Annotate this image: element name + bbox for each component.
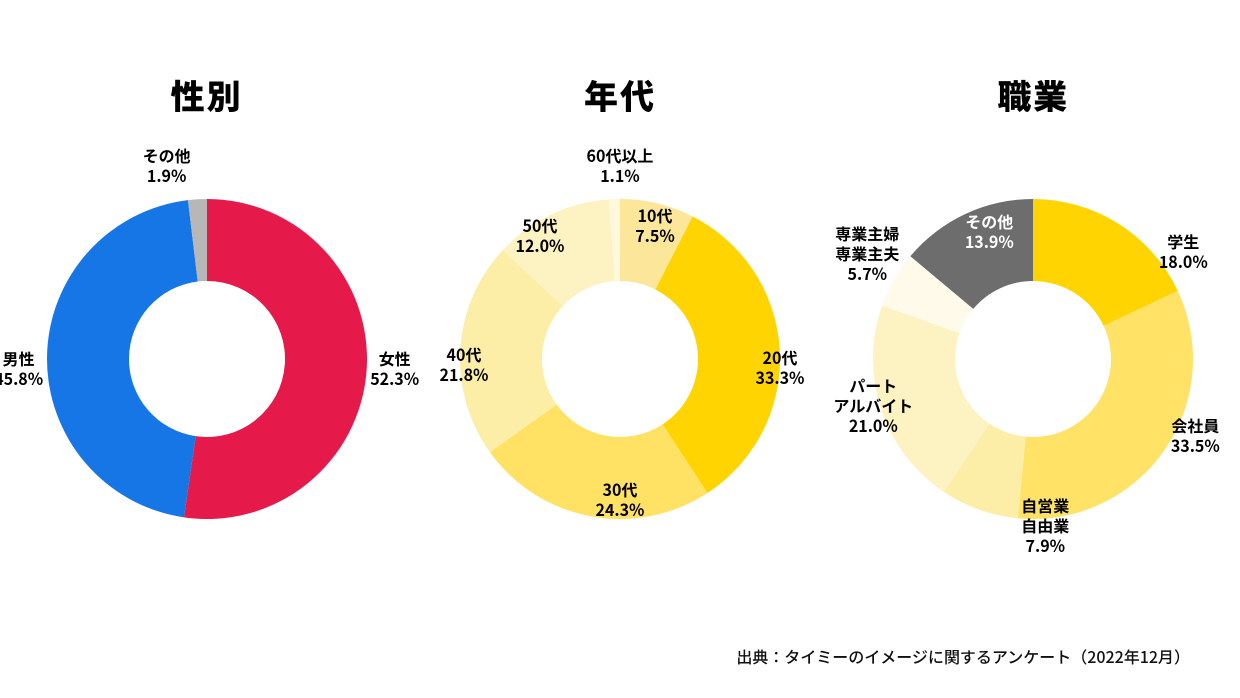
slice-label-name: 女性 — [370, 348, 419, 368]
chart-occupation: 職業 学生18.0%会社員33.5%自営業自由業7.9%パートアルバイト21.0… — [833, 70, 1233, 519]
donut-slice — [47, 200, 198, 517]
slice-label: 60代以上1.1% — [587, 145, 654, 185]
chart-title-age: 年代 — [584, 70, 656, 119]
slice-label-pct: 1.1% — [587, 165, 654, 185]
slice-label-pct: 1.9% — [143, 165, 191, 185]
slice-label-name: その他 — [143, 145, 191, 165]
donut-slice — [1018, 291, 1193, 519]
donut-occupation: 学生18.0%会社員33.5%自営業自由業7.9%パートアルバイト21.0%専業… — [873, 199, 1193, 519]
slice-label-pct: 52.3% — [370, 368, 419, 388]
page: 性別 女性52.3%男性45.8%その他1.9% 年代 10代7.5%20代33… — [0, 0, 1240, 698]
slice-label: その他1.9% — [143, 145, 191, 185]
slice-label: 男性45.8% — [0, 348, 43, 388]
slice-label-pct: 45.8% — [0, 368, 43, 388]
chart-gender: 性別 女性52.3%男性45.8%その他1.9% — [7, 70, 407, 519]
slice-label: 女性52.3% — [370, 348, 419, 388]
donut-gender: 女性52.3%男性45.8%その他1.9% — [47, 199, 367, 519]
chart-row: 性別 女性52.3%男性45.8%その他1.9% 年代 10代7.5%20代33… — [0, 0, 1240, 519]
slice-label-pct: 7.9% — [1021, 535, 1069, 555]
donut-svg — [873, 199, 1193, 519]
chart-title-gender: 性別 — [171, 70, 243, 119]
donut-slice — [184, 199, 367, 519]
source-note: 出典：タイミーのイメージに関するアンケート（2022年12月） — [736, 644, 1190, 668]
donut-age: 10代7.5%20代33.3%30代24.3%40代21.8%50代12.0%6… — [460, 199, 780, 519]
donut-svg — [47, 199, 367, 519]
slice-label-name: 60代以上 — [587, 145, 654, 165]
chart-age: 年代 10代7.5%20代33.3%30代24.3%40代21.8%50代12.… — [420, 70, 820, 519]
donut-svg — [460, 199, 780, 519]
chart-title-occupation: 職業 — [997, 70, 1069, 119]
slice-label-name: 男性 — [0, 348, 43, 368]
